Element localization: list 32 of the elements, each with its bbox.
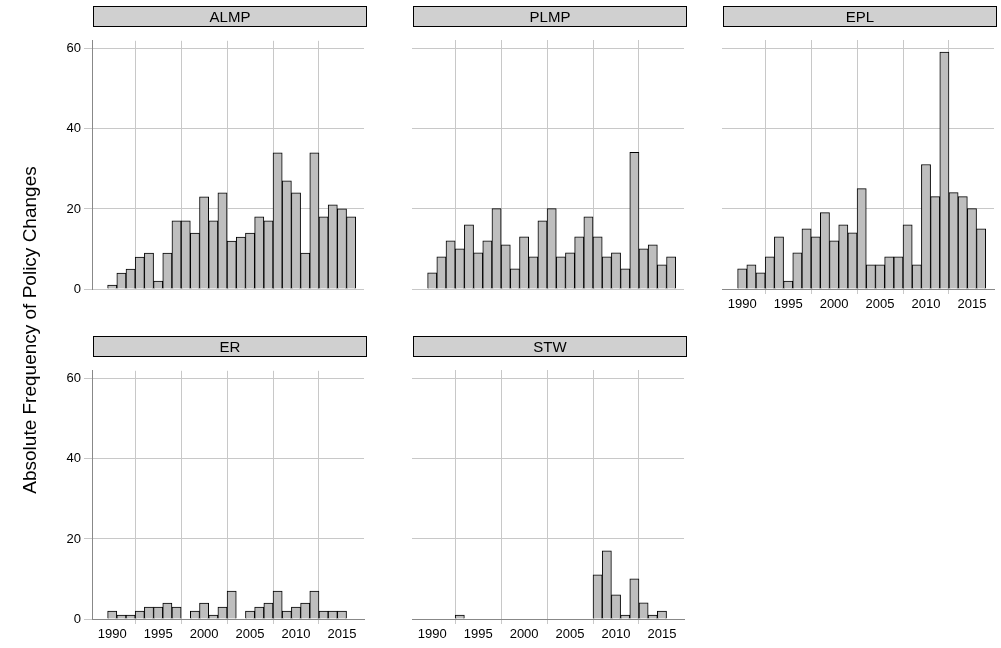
- x-tick-label: 2005: [865, 296, 895, 312]
- y-tick-label: 0: [73, 280, 81, 296]
- x-tick-label: 2000: [509, 626, 539, 642]
- y-tick-label: 40: [66, 120, 81, 136]
- y-tick-label: 60: [66, 370, 81, 386]
- y-tick-label: 20: [66, 530, 81, 546]
- x-tick-label: 2015: [327, 626, 357, 642]
- x-tick-label: 2015: [957, 296, 987, 312]
- x-tick-label: 2005: [555, 626, 585, 642]
- y-tick-label: 20: [66, 200, 81, 216]
- x-tick-label: 2010: [281, 626, 311, 642]
- chart-title: ER: [93, 336, 367, 357]
- x-tick-label: 2000: [189, 626, 219, 642]
- x-tick-label: 2010: [911, 296, 941, 312]
- y-tick-label: 40: [66, 450, 81, 466]
- x-tick-label: 1990: [417, 626, 447, 642]
- x-tick-label: 2000: [819, 296, 849, 312]
- y-tick-label: 60: [66, 40, 81, 56]
- x-tick-label: 2010: [601, 626, 631, 642]
- x-tick-label: 1995: [773, 296, 803, 312]
- x-tick-label: 2015: [647, 626, 677, 642]
- chart-title: EPL: [723, 6, 997, 27]
- chart-title: PLMP: [413, 6, 687, 27]
- y-axis-title: Absolute Frequency of Policy Changes: [19, 166, 41, 494]
- x-tick-label: 2005: [235, 626, 265, 642]
- chart-title: STW: [413, 336, 687, 357]
- y-tick-label: 0: [73, 610, 81, 626]
- chart-title: ALMP: [93, 6, 367, 27]
- x-tick-label: 1995: [463, 626, 493, 642]
- x-tick-label: 1990: [97, 626, 127, 642]
- x-tick-label: 1995: [143, 626, 173, 642]
- x-tick-label: 1990: [727, 296, 757, 312]
